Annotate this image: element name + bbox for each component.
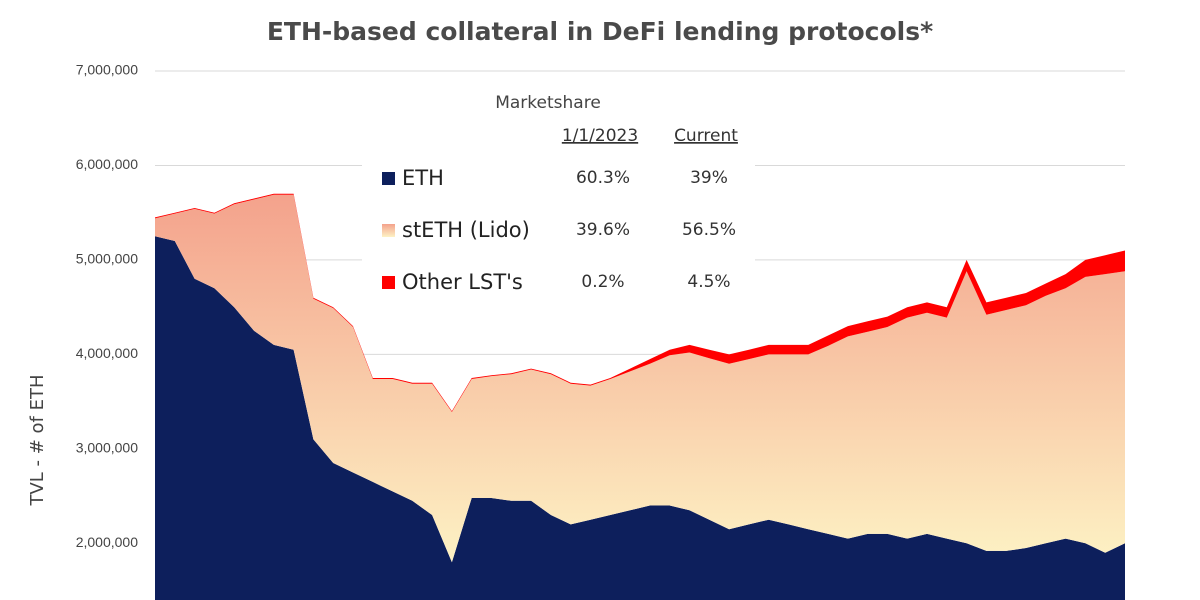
legend-label: Other LST's	[402, 270, 523, 294]
y-tick-label: 6,000,000	[76, 156, 138, 172]
marketshare-value: 0.2%	[581, 272, 624, 292]
y-tick-label: 4,000,000	[76, 345, 138, 361]
y-axis-label: TVL - # of ETH	[27, 374, 48, 506]
legend-column-header: Current	[674, 126, 738, 146]
y-tick-label: 2,000,000	[76, 534, 138, 550]
legend-swatch	[382, 276, 395, 289]
marketshare-value: 39%	[690, 168, 728, 188]
legend-title: Marketshare	[495, 93, 601, 113]
legend-column-header: 1/1/2023	[562, 126, 638, 146]
y-tick-label: 5,000,000	[76, 251, 138, 267]
area	[155, 236, 1125, 600]
chart-title: ETH-based collateral in DeFi lending pro…	[267, 17, 933, 46]
legend-swatch	[382, 172, 395, 185]
legend-swatch	[382, 224, 395, 237]
area	[155, 194, 1125, 563]
legend-box	[362, 156, 755, 318]
areas	[155, 193, 1125, 600]
y-tick-label: 7,000,000	[76, 62, 138, 78]
marketshare-value: 39.6%	[576, 220, 630, 240]
marketshare-value: 56.5%	[682, 220, 736, 240]
legend-label: ETH	[402, 166, 444, 190]
marketshare-value: 4.5%	[687, 272, 730, 292]
legend: Marketshare 1/1/2023 Current ETH 60.3% 39% st…	[362, 93, 755, 318]
legend-label: stETH (Lido)	[402, 218, 530, 242]
marketshare-value: 60.3%	[576, 168, 630, 188]
y-tick-label: 3,000,000	[76, 440, 138, 456]
